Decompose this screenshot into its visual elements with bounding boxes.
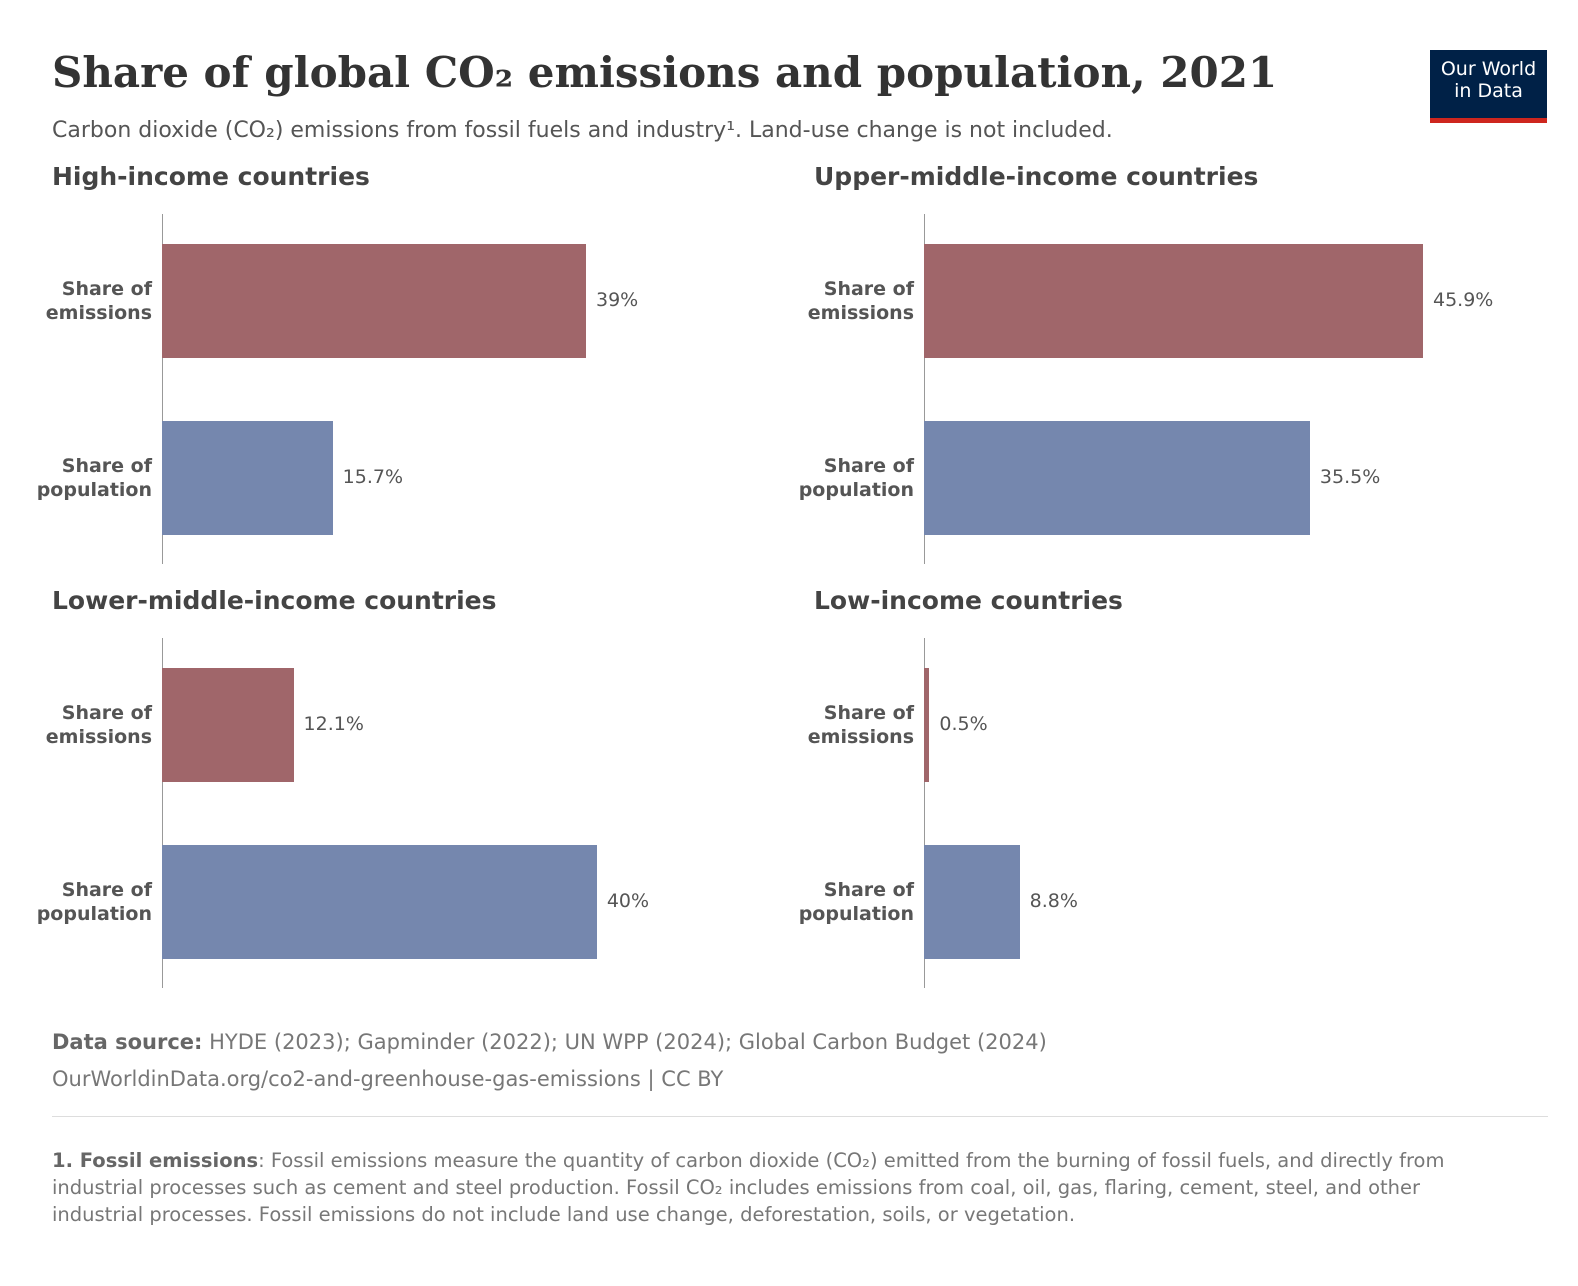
- bar: [924, 421, 1310, 535]
- panel-title: Upper-middle-income countries: [814, 162, 1259, 191]
- bar: [924, 845, 1020, 959]
- category-label: Share of emissions: [807, 278, 914, 324]
- footnote-text: : Fossil emissions measure the quantity …: [52, 1149, 1445, 1226]
- footnote-label: 1. Fossil emissions: [52, 1149, 259, 1172]
- category-label: Share of emissions: [45, 278, 152, 324]
- bar: [924, 668, 930, 782]
- bar: [924, 244, 1423, 358]
- value-label: 40%: [606, 890, 650, 912]
- value-label: 15.7%: [342, 466, 404, 488]
- value-label: 39%: [595, 289, 639, 311]
- axis-line: [162, 214, 163, 564]
- logo-line: in Data: [1454, 80, 1523, 102]
- source: Data source: HYDE (2023); Gapminder (202…: [52, 1024, 1047, 1098]
- bar: [162, 845, 597, 959]
- category-label: Share of emissions: [45, 702, 152, 748]
- panel-title: Lower-middle-income countries: [52, 586, 497, 615]
- panel-title: Low-income countries: [814, 586, 1123, 615]
- divider: [52, 1116, 1548, 1117]
- panel-title: High-income countries: [52, 162, 370, 191]
- category-label: Share of population: [36, 455, 152, 501]
- value-label: 0.5%: [939, 713, 988, 735]
- value-label: 8.8%: [1029, 890, 1078, 912]
- logo[interactable]: Our World in Data: [1430, 50, 1547, 123]
- category-label: Share of population: [798, 879, 914, 925]
- license: | CC BY: [647, 1067, 724, 1091]
- category-label: Share of emissions: [807, 702, 914, 748]
- bar: [162, 244, 586, 358]
- title: Share of global CO₂ emissions and popula…: [52, 48, 1278, 97]
- axis-line: [924, 214, 925, 564]
- source-label: Data source:: [52, 1030, 203, 1054]
- logo-line: Our World: [1440, 58, 1537, 80]
- category-label: Share of population: [798, 455, 914, 501]
- source-url[interactable]: OurWorldinData.org/co2-and-greenhouse-ga…: [52, 1067, 641, 1091]
- axis-line: [924, 638, 925, 988]
- axis-line: [162, 638, 163, 988]
- bar: [162, 668, 294, 782]
- footnote: 1. Fossil emissions: Fossil emissions me…: [52, 1147, 1452, 1228]
- value-label: 12.1%: [303, 713, 364, 735]
- value-label: 35.5%: [1319, 466, 1381, 488]
- subtitle: Carbon dioxide (CO₂) emissions from foss…: [52, 118, 1113, 143]
- category-label: Share of population: [36, 879, 152, 925]
- bar: [162, 421, 333, 535]
- source-text: HYDE (2023); Gapminder (2022); UN WPP (2…: [209, 1030, 1047, 1054]
- value-label: 45.9%: [1433, 289, 1494, 311]
